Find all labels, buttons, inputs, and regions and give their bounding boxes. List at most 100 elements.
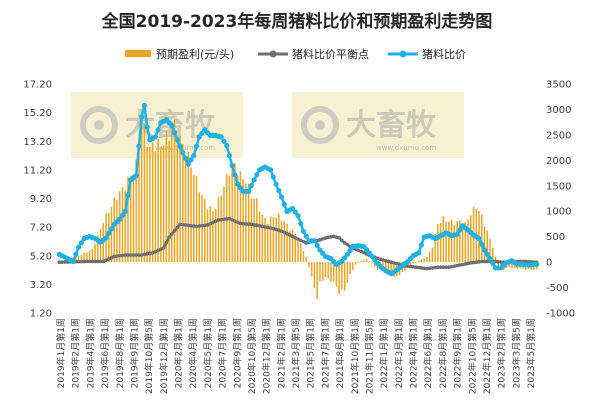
profit-bar xyxy=(299,243,302,263)
breakeven-point xyxy=(202,223,207,228)
profit-bar xyxy=(165,130,168,263)
right-tick-label: 2000 xyxy=(546,156,571,167)
breakeven-point xyxy=(224,217,229,221)
x-tick-label: 2019年1月第1周 xyxy=(55,318,67,388)
breakeven-point xyxy=(425,266,429,271)
x-tick-label: 2020年12月第1周 xyxy=(261,318,273,394)
ratio-point xyxy=(125,193,131,199)
profit-bar xyxy=(409,262,412,265)
profit-bar xyxy=(267,223,269,263)
ratio-point xyxy=(70,258,76,265)
ratio-point xyxy=(141,102,147,109)
profit-bar xyxy=(179,135,181,263)
profit-bar xyxy=(138,149,140,263)
breakeven-point xyxy=(479,259,484,264)
profit-bar xyxy=(357,262,360,263)
x-tick-label: 2020年4月第1周 xyxy=(187,318,199,388)
breakeven-point xyxy=(438,265,443,270)
right-tick-label: 1000 xyxy=(546,207,571,218)
profit-bar xyxy=(434,234,436,263)
x-tick-label: 2020年10月第5周 xyxy=(246,318,258,394)
profit-bar xyxy=(368,261,371,263)
breakeven-point xyxy=(139,253,144,257)
breakeven-point xyxy=(378,257,383,261)
ratio-point xyxy=(344,251,350,257)
ratio-point xyxy=(133,173,139,179)
breakeven-point xyxy=(274,227,278,232)
ratio-point xyxy=(246,188,252,194)
profit-bar xyxy=(99,228,102,263)
breakeven-point xyxy=(95,259,100,264)
ratio-point xyxy=(487,256,493,262)
ratio-point xyxy=(199,130,205,136)
profit-bar xyxy=(327,262,329,279)
x-tick-label: 2021年11月第5周 xyxy=(363,318,375,394)
profit-bar xyxy=(494,256,497,263)
x-tick-label: 2022年1月第1周 xyxy=(378,318,390,388)
breakeven-point xyxy=(120,253,125,258)
x-tick-label: 2022年6月第1周 xyxy=(422,318,434,388)
profit-bar xyxy=(80,254,83,263)
ratio-point xyxy=(224,142,230,149)
profit-bar xyxy=(220,195,222,263)
breakeven-point xyxy=(175,225,180,230)
profit-bar xyxy=(83,252,85,263)
breakeven-point xyxy=(191,224,196,228)
breakeven-point xyxy=(408,264,413,269)
breakeven-point xyxy=(82,259,86,264)
ratio-point xyxy=(476,235,482,242)
ratio-point xyxy=(103,235,109,241)
profit-bar xyxy=(75,255,77,263)
profit-bar xyxy=(330,262,332,282)
left-tick-label: 9.20 xyxy=(30,194,52,205)
ratio-point xyxy=(366,250,372,256)
breakeven-point xyxy=(260,224,265,229)
profit-bars xyxy=(58,118,538,299)
ratio-point xyxy=(267,167,274,173)
ratio-point xyxy=(303,233,309,239)
profit-bar xyxy=(319,262,321,282)
legend-label-ratio: 猪料比价 xyxy=(422,47,466,61)
profit-bar xyxy=(217,197,220,263)
profit-bar xyxy=(324,262,327,278)
profit-bar xyxy=(275,217,277,263)
breakeven-point xyxy=(293,236,298,240)
breakeven-point xyxy=(227,216,232,221)
breakeven-point xyxy=(194,224,199,229)
breakeven-point xyxy=(485,259,490,264)
breakeven-point xyxy=(463,262,468,266)
x-tick-label: 2021年8月第1周 xyxy=(334,318,346,388)
breakeven-point xyxy=(148,251,152,256)
ratio-point xyxy=(254,172,260,178)
ratio-point xyxy=(342,255,348,261)
x-tick-label: 2019年8月第1周 xyxy=(114,318,126,388)
profit-bar xyxy=(283,221,286,263)
profit-bar xyxy=(445,221,447,263)
breakeven-point xyxy=(205,223,210,227)
breakeven-point xyxy=(266,225,270,230)
legend-label-profit: 预期盈利(元/头) xyxy=(156,48,234,61)
profit-bar xyxy=(129,176,132,263)
breakeven-point xyxy=(427,266,432,271)
breakeven-point xyxy=(126,253,130,257)
profit-bar xyxy=(511,262,513,269)
profit-bar xyxy=(184,155,187,263)
breakeven-point xyxy=(416,265,421,270)
profit-bar xyxy=(346,262,349,283)
profit-bar xyxy=(116,199,118,263)
profit-bar xyxy=(508,262,510,268)
profit-bar xyxy=(173,118,176,263)
breakeven-point xyxy=(279,229,284,234)
ratio-point xyxy=(273,181,279,187)
breakeven-point xyxy=(449,264,454,269)
profit-bar xyxy=(168,140,170,263)
breakeven-point xyxy=(389,260,394,264)
ratio-point xyxy=(75,244,82,250)
breakeven-point xyxy=(452,264,457,268)
ratio-point xyxy=(196,134,202,140)
profit-bar xyxy=(442,216,445,263)
profit-bar xyxy=(456,220,458,263)
x-tick-label: 2020年7月第1周 xyxy=(217,318,229,388)
profit-bar xyxy=(310,262,313,277)
